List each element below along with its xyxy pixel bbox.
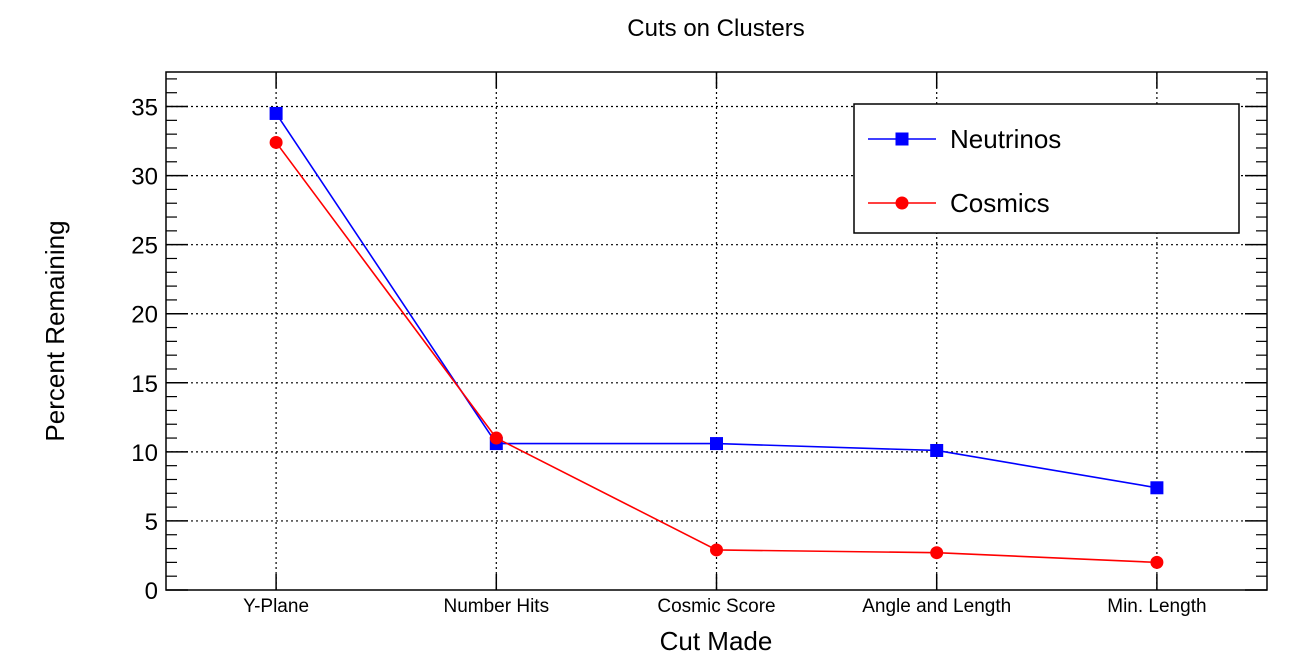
axis-ticks [166, 72, 1267, 591]
data-point [710, 437, 723, 451]
x-tick-label: Number Hits [444, 596, 550, 617]
y-axis-label: Percent Remaining [40, 220, 70, 441]
legend: Neutrinos Cosmics [853, 103, 1240, 234]
data-point [269, 135, 283, 149]
y-tick-label: 20 [131, 302, 158, 329]
x-tick-label: Min. Length [1107, 596, 1206, 617]
data-point [1150, 555, 1164, 569]
series-cosmics [269, 135, 1164, 569]
legend-entry: Cosmics [868, 188, 1050, 218]
x-axis-label: Cut Made [660, 626, 773, 656]
data-point [489, 431, 503, 445]
y-tick-label: 10 [131, 440, 158, 467]
data-point [930, 443, 944, 457]
y-tick-labels: 0 5 10 15 20 25 30 35 [131, 95, 158, 605]
y-tick-label: 5 [145, 509, 158, 536]
y-tick-label: 35 [131, 95, 158, 122]
chart-title: Cuts on Clusters [627, 15, 804, 42]
y-tick-label: 0 [145, 578, 158, 605]
legend-marker [895, 132, 909, 146]
x-tick-labels: Y-Plane Number Hits Cosmic Score Angle and … [243, 596, 1206, 617]
legend-label: Neutrinos [950, 124, 1061, 154]
legend-marker [895, 196, 909, 210]
x-tick-label: Angle and Length [862, 596, 1011, 617]
y-tick-label: 15 [131, 371, 158, 398]
data-point [269, 106, 283, 120]
y-tick-label: 25 [131, 233, 158, 260]
x-tick-label: Cosmic Score [657, 596, 775, 617]
series-layer [269, 106, 1164, 569]
legend-box [853, 103, 1240, 234]
data-point [930, 546, 944, 560]
legend-entry: Neutrinos [868, 124, 1061, 154]
y-tick-label: 30 [131, 164, 158, 191]
data-point [710, 543, 723, 557]
x-tick-label: Y-Plane [243, 596, 309, 617]
legend-label: Cosmics [950, 188, 1050, 218]
data-point [1150, 481, 1164, 495]
